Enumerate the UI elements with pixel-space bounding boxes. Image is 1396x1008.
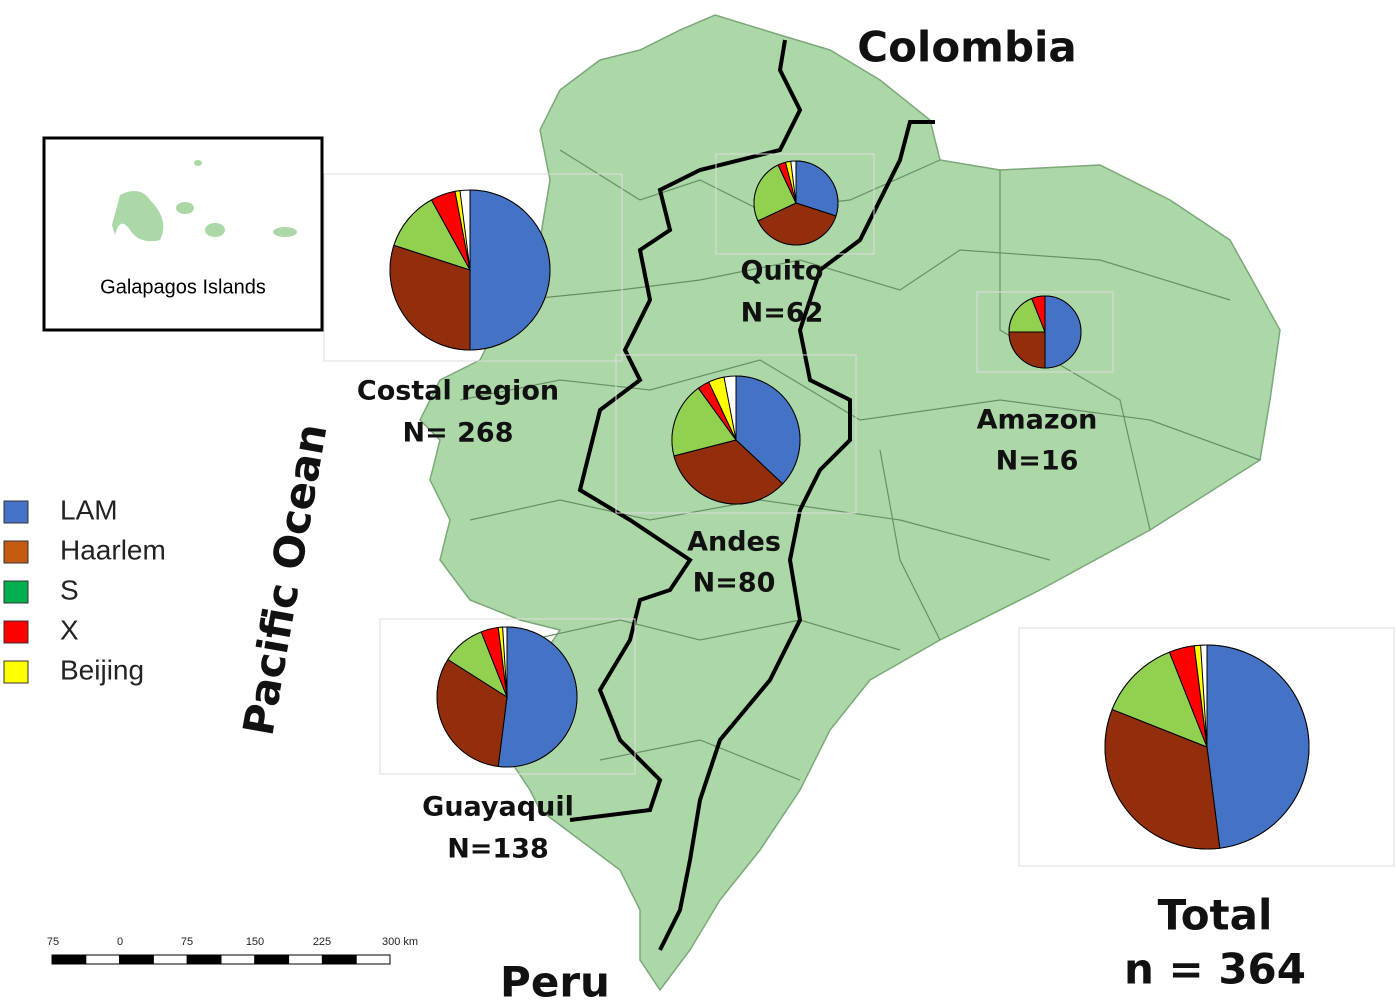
pie-frame — [615, 354, 857, 514]
country-label: Peru — [500, 958, 610, 1007]
island — [273, 227, 297, 237]
pie-slice — [1008, 331, 1046, 369]
scale-segment — [85, 954, 121, 965]
pie-slice — [389, 244, 471, 351]
pie-slice — [1008, 297, 1046, 333]
pie-slice — [393, 199, 472, 271]
scale-segment — [254, 954, 290, 965]
scale-segment — [220, 954, 256, 965]
pie-slice — [454, 190, 471, 271]
pie-slice — [784, 160, 797, 204]
legend-swatch — [3, 540, 29, 564]
pie-slice — [757, 202, 837, 246]
inset-label: Galapagos Islands — [100, 276, 266, 298]
scale-segment — [288, 954, 323, 965]
legend-swatch — [3, 620, 29, 644]
region-name: Costal region — [357, 376, 559, 407]
pie-slice — [795, 160, 839, 217]
pie-slice — [708, 376, 737, 441]
pie-slice — [753, 164, 797, 222]
scale-segment — [321, 954, 357, 965]
legend-label: Haarlem — [60, 534, 166, 565]
ecuador-land — [419, 14, 1281, 992]
scale-label: 150 — [246, 936, 264, 948]
scale-label: 0 — [117, 936, 123, 948]
scale-label: 225 — [313, 936, 331, 948]
country-label: Colombia — [857, 23, 1077, 72]
pie-slice — [1104, 708, 1221, 850]
scale-label: 300 km — [382, 936, 418, 948]
scale-segment — [51, 954, 87, 965]
region-name: Andes — [687, 527, 781, 558]
pie-frame — [1018, 627, 1395, 867]
legend-swatch — [3, 500, 29, 524]
pie-slice — [735, 375, 801, 485]
scale-segment — [186, 954, 222, 965]
pie-slice — [673, 439, 784, 505]
region-name: Amazon — [977, 405, 1098, 436]
galapagos-inset: Galapagos Islands — [42, 136, 324, 332]
scale-segment — [119, 954, 154, 965]
scale-segment — [355, 954, 391, 965]
region-count: N=16 — [996, 446, 1079, 477]
andes-border — [569, 39, 935, 951]
legend-label: X — [60, 614, 79, 645]
pie-frame — [323, 173, 623, 362]
pie-slice — [1206, 644, 1310, 849]
scale-bar: 75 0 75 150 225 300 km — [47, 936, 418, 965]
pie-slice — [1193, 644, 1208, 748]
legend-swatch — [3, 660, 29, 684]
legend-swatch — [3, 580, 29, 604]
ocean-label: Pacific Ocean — [234, 420, 337, 739]
pie-slice — [671, 387, 737, 457]
pies: Costal region N= 268 Quito N=62 Andes N=80 Ama… — [323, 153, 1395, 994]
pie-slice — [1031, 295, 1046, 333]
scale-segment — [152, 954, 188, 965]
island — [176, 202, 194, 214]
pie-frame — [976, 291, 1114, 373]
legend-label: S — [60, 574, 79, 605]
island — [205, 223, 225, 237]
island — [194, 160, 202, 166]
pie-frame — [715, 153, 875, 255]
island — [112, 191, 164, 242]
legend-label: LAM — [60, 494, 118, 525]
pie-slice — [1111, 651, 1208, 748]
region-count: N= 268 — [403, 418, 514, 449]
region-name: Quito — [741, 256, 824, 287]
pie-slice — [469, 189, 551, 351]
pie-frame — [379, 618, 636, 775]
legend-label: Beijing — [60, 654, 144, 685]
pie-slice — [497, 626, 508, 698]
total-title: Total — [1158, 891, 1273, 940]
region-count: N=62 — [741, 298, 824, 329]
pie-slice — [497, 626, 578, 768]
total-count: n = 364 — [1124, 945, 1306, 994]
region-count: N=138 — [447, 834, 549, 865]
region-count: N=80 — [693, 568, 776, 599]
scale-label: 75 — [181, 936, 193, 948]
pie-slice — [1044, 295, 1082, 369]
region-name: Guayaquil — [422, 792, 574, 823]
legend: LAM Haarlem SX Beijing — [3, 494, 166, 685]
scale-label: 75 — [47, 936, 59, 948]
